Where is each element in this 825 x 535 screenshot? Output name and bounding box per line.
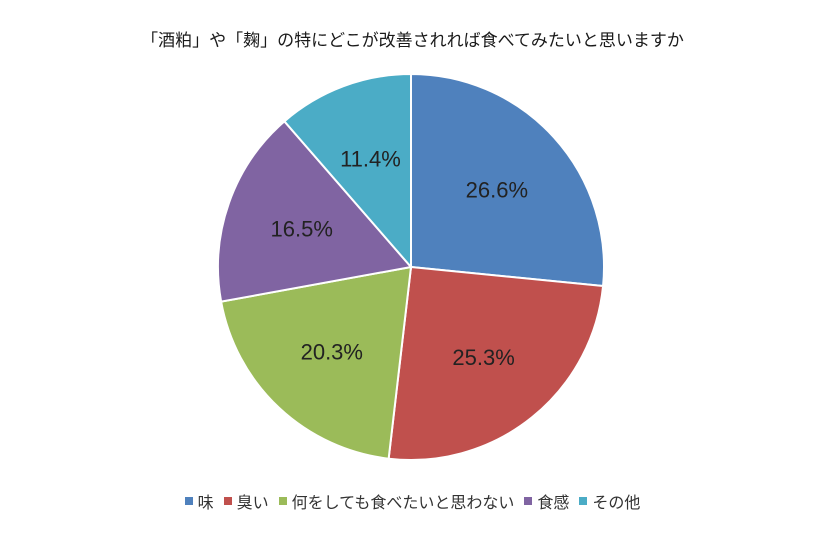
data-label-smell: 25.3%: [452, 345, 514, 370]
data-label-never: 20.3%: [301, 339, 363, 364]
pie-slice-smell: [387, 265, 605, 461]
legend-swatch-taste: [184, 497, 193, 505]
legend-item-other: その他: [579, 489, 640, 513]
legend-label-never: 何をしても食べたいと思わない: [291, 493, 515, 512]
chart-legend: 味 臭い 何をしても食べたいと思わない 食感 その他: [0, 489, 825, 513]
legend-swatch-texture: [524, 497, 533, 505]
chart-title: 「酒粕」や「麹」の特にどこが改善されれば食べてみたいと思いますか: [141, 31, 684, 51]
data-label-other: 11.4%: [340, 147, 401, 172]
pie-slice-other: [282, 72, 412, 270]
legend-item-texture: 食感: [524, 489, 569, 513]
legend-item-smell: 臭い: [223, 489, 269, 513]
legend-swatch-smell: [223, 497, 232, 505]
legend-label-other: その他: [592, 493, 641, 512]
legend-swatch-other: [579, 497, 588, 505]
legend-swatch-never: [278, 497, 287, 505]
legend-item-taste: 味: [184, 489, 214, 513]
pie-slice-taste: [410, 72, 605, 288]
data-label-texture: 16.5%: [271, 217, 333, 242]
legend-item-never: 何をしても食べたいと思わない: [278, 489, 515, 513]
pie-slice-texture: [217, 119, 413, 303]
legend-label-smell: 臭い: [236, 493, 269, 512]
pie-slice-never: [219, 265, 413, 460]
legend-label-taste: 味: [197, 493, 214, 512]
legend-label-texture: 食感: [537, 493, 570, 512]
data-label-taste: 26.6%: [466, 177, 528, 202]
